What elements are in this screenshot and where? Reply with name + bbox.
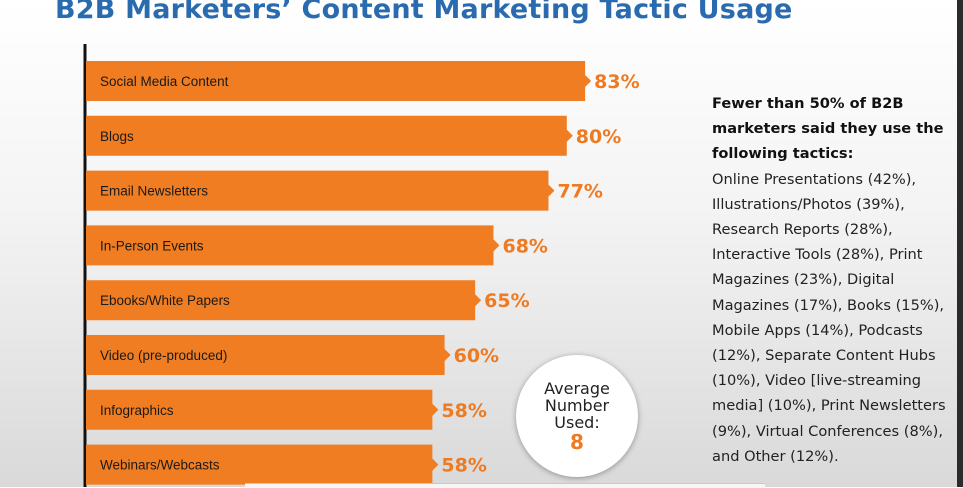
bar-6: [86, 335, 451, 375]
bar-chart: Social Media Content 83% Blogs 80% Email New…: [83, 44, 640, 487]
side-note: Fewer than 50% of B2B marketers said the…: [712, 91, 952, 469]
value-label-8: 58%: [441, 455, 486, 477]
value-label-1: 83%: [594, 71, 639, 93]
side-note-heading: Fewer than 50% of B2B marketers said the…: [712, 95, 944, 163]
value-label-4: 68%: [502, 235, 547, 257]
bar-4: [86, 225, 500, 266]
chart-title: B2B Marketers’ Content Marketing Tactic …: [55, 0, 793, 25]
average-number-badge: Average Number Used: 8: [516, 355, 638, 477]
bar-2: [86, 115, 573, 156]
category-label-6: Video (pre-produced): [100, 348, 227, 363]
value-label-5: 65%: [484, 290, 529, 312]
value-label-6: 60%: [454, 345, 499, 367]
category-label-3: Email Newsletters: [100, 184, 208, 199]
value-label-7: 58%: [441, 400, 486, 422]
side-note-body: Online Presentations (42%), Illustration…: [712, 170, 946, 465]
bar-5: [86, 280, 482, 321]
bar-8: [86, 444, 439, 485]
category-label-1: Social Media Content: [100, 74, 229, 89]
average-value: 8: [570, 429, 584, 454]
value-label-2: 80%: [576, 126, 621, 148]
category-label-8: Webinars/Webcasts: [100, 458, 220, 473]
bar-1: [86, 61, 592, 101]
bar-7: [86, 389, 439, 430]
category-label-2: Blogs: [100, 129, 134, 144]
bar-3: [86, 170, 555, 211]
average-label: Average Number Used:: [544, 378, 610, 432]
value-label-3: 77%: [557, 181, 602, 203]
category-label-5: Ebooks/White Papers: [100, 293, 230, 308]
bottom-divider: [245, 483, 765, 488]
category-label-7: Infographics: [100, 403, 174, 418]
right-edge-bar: [957, 0, 963, 487]
category-label-4: In-Person Events: [100, 238, 204, 253]
